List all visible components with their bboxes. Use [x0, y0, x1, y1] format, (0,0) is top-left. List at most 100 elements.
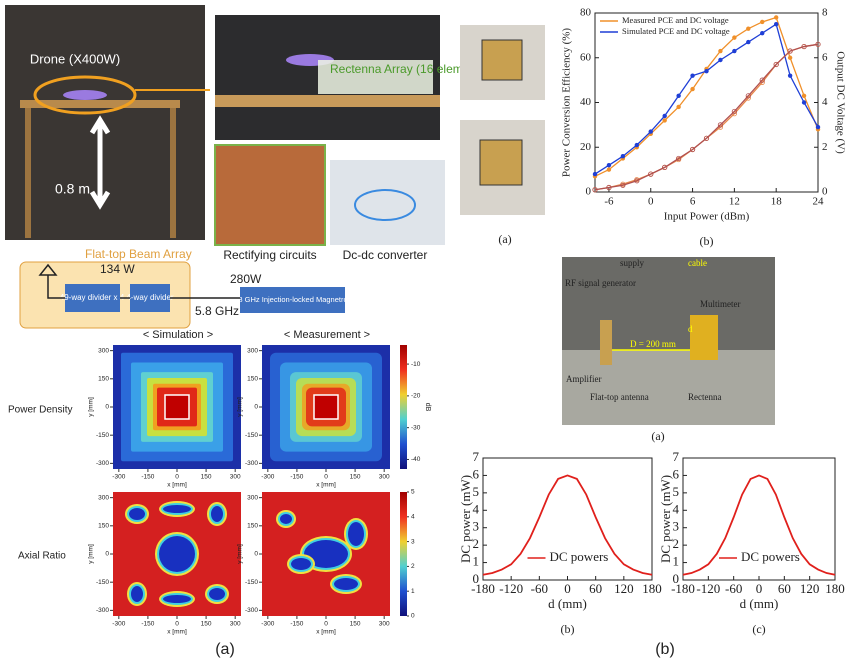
rectifying-photo	[215, 145, 325, 245]
x-tick-label: 0	[324, 474, 328, 481]
colorbar-tick-label: -40	[411, 456, 421, 463]
heatmap-level	[163, 595, 191, 603]
caption: (b)	[561, 622, 575, 636]
x-tick-label: -60	[725, 581, 742, 596]
x-tick-label: 0	[648, 196, 654, 208]
series-marker	[607, 167, 611, 171]
series-marker	[802, 100, 806, 104]
x-tick-label: -60	[531, 581, 548, 596]
heading: < Simulation >	[143, 329, 213, 341]
colorbar-tick-label: -30	[411, 424, 421, 431]
y-tick-label: 0	[473, 571, 480, 586]
y-tick-label: 150	[247, 376, 258, 383]
label: RF signal generator	[565, 278, 636, 288]
x-tick-label: -150	[141, 621, 154, 628]
y-tick-label: 0	[254, 551, 258, 558]
drone	[63, 90, 107, 100]
x-tick-label: 60	[589, 581, 602, 596]
y-tick-label: -150	[96, 432, 109, 439]
series-marker	[732, 35, 736, 39]
heatmap-core	[165, 395, 189, 419]
y-axis-label: y [mm]	[237, 544, 244, 564]
series-marker	[774, 15, 778, 19]
y-tick-label: 0	[673, 571, 680, 586]
colorbar-tick-label: 2	[411, 563, 415, 570]
label: Flat-top antenna	[590, 392, 649, 402]
caption: (c)	[752, 622, 765, 636]
table-leg	[170, 108, 176, 238]
x-axis-label: Input Power (dBm)	[664, 211, 750, 223]
y2-tick-label: 0	[822, 186, 828, 198]
colorbar-tick-label: 0	[411, 613, 415, 620]
heatmap-level	[291, 558, 311, 570]
heatmap-level	[129, 508, 145, 520]
x-tick-label: -150	[290, 621, 303, 628]
y-tick-label: 2	[473, 536, 480, 551]
x-tick-label: 60	[778, 581, 791, 596]
y2-tick-label: 6	[822, 51, 828, 63]
figure: Drone (X400W) 0.8 m Rectenna Array (16 e…	[0, 0, 850, 662]
x-tick-label: 120	[800, 581, 820, 596]
series-marker	[607, 163, 611, 167]
y-tick-label: -300	[96, 460, 109, 467]
multimeter	[690, 315, 718, 360]
legend-label: Simulated PCE and DC voltage	[622, 26, 730, 36]
x-tick-label: -120	[696, 581, 720, 596]
label: Dc-dc converter	[343, 248, 428, 262]
x-axis-label: x [mm]	[167, 482, 187, 489]
x-tick-label: 150	[201, 621, 212, 628]
y-tick-label: 150	[98, 523, 109, 530]
series-marker	[676, 105, 680, 109]
heatmap-core	[314, 395, 338, 419]
series-marker	[690, 87, 694, 91]
y-tick-label: -150	[96, 579, 109, 586]
label: Amplifier	[566, 374, 602, 384]
y-tick-label: 4	[473, 501, 480, 516]
y-tick-label: -300	[245, 460, 258, 467]
label: 134 W	[100, 262, 135, 276]
label: Rectenna	[688, 392, 721, 402]
y-axis-label: y [mm]	[88, 544, 95, 564]
x-tick-label: 0	[175, 474, 179, 481]
series-marker	[593, 172, 597, 176]
x-tick-label: -150	[141, 474, 154, 481]
series-marker	[746, 26, 750, 30]
label: Rectifying circuits	[223, 248, 316, 262]
antenna	[600, 320, 612, 365]
caption: (b)	[655, 641, 675, 658]
label: Flat-top Beam Array	[85, 247, 192, 261]
y-axis-label: DC power (mW)	[658, 475, 673, 563]
colorbar-tick-label: 3	[411, 538, 415, 545]
x-tick-label: 0	[175, 621, 179, 628]
x-tick-label: 0	[756, 581, 763, 596]
y-tick-label: 3	[673, 519, 680, 534]
row-label: Power Density	[8, 405, 72, 416]
label: 5.8 GHz Injection-locked Magnetron	[232, 295, 352, 304]
y-tick-label: 300	[98, 347, 109, 354]
y-tick-label: 0	[254, 404, 258, 411]
series-marker	[760, 31, 764, 35]
y-axis-label: DC power (mW)	[458, 475, 473, 563]
label: Drone (X400W)	[30, 51, 120, 66]
y-tick-label: -150	[245, 579, 258, 586]
label: 4-way divider	[126, 293, 173, 302]
table-leg	[25, 108, 31, 238]
table-top	[215, 95, 440, 107]
x-tick-label: 120	[614, 581, 634, 596]
x-tick-label: 0	[324, 621, 328, 628]
x-tick-label: 18	[771, 196, 783, 208]
table	[562, 350, 775, 425]
x-tick-label: 6	[690, 196, 696, 208]
caption: (a)	[215, 641, 235, 658]
series-marker	[649, 129, 653, 133]
y-tick-label: 80	[580, 7, 592, 19]
y-tick-label: 40	[580, 96, 592, 108]
y-tick-label: 1	[673, 554, 680, 569]
heatmap-level	[280, 514, 292, 524]
series-line	[595, 24, 818, 174]
series-marker	[676, 94, 680, 98]
label: Multimeter	[700, 299, 741, 309]
x-tick-label: -300	[261, 474, 274, 481]
x-tick-label: 300	[379, 474, 390, 481]
series-marker	[704, 69, 708, 73]
